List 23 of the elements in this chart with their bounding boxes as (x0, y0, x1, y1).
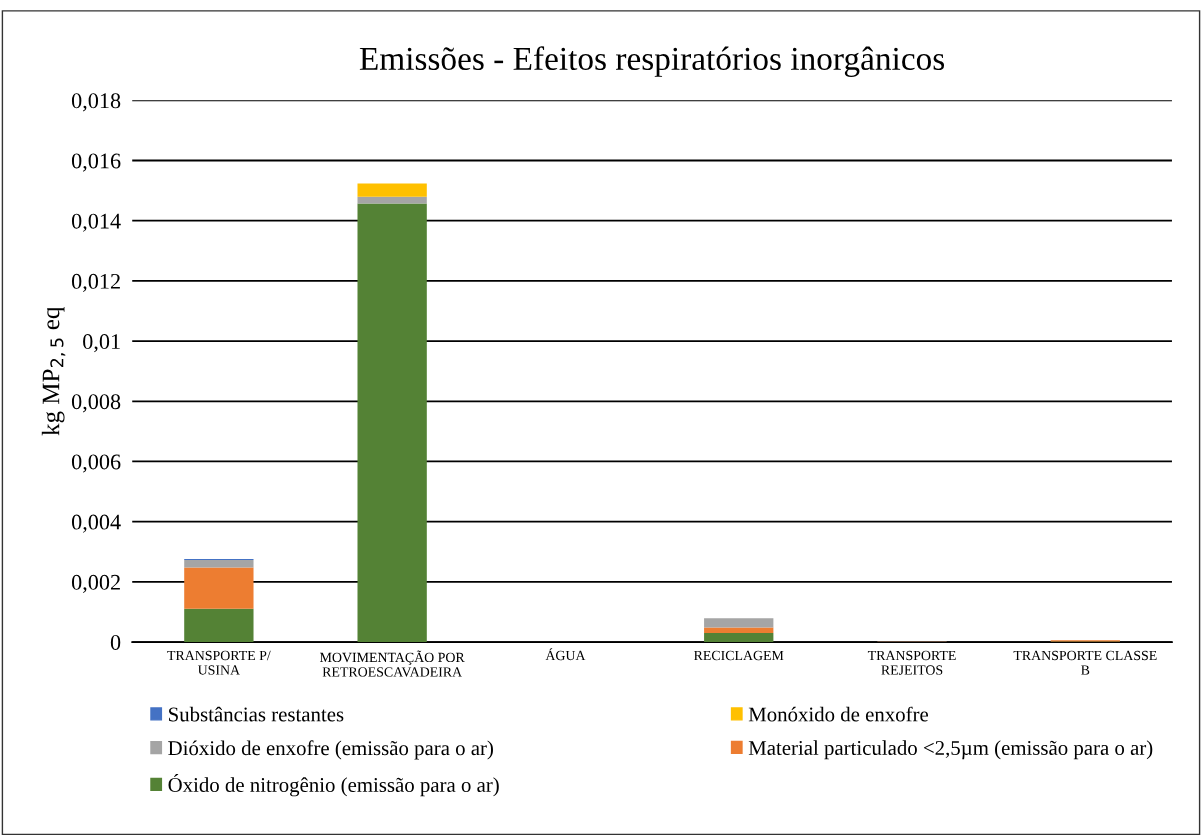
y-tick-label: 0,014 (71, 213, 121, 232)
x-tick-label: TRANSPORTE REJEITOS (867, 650, 956, 675)
y-tick-label: 0,018 (71, 93, 121, 112)
y-tick-label: 0,004 (71, 514, 121, 533)
x-tick-label: MOVIMENTAÇÃO POR RETROESCAVADEIRA (319, 650, 465, 677)
y-tick-label: 0 (110, 634, 121, 650)
y-tick-label: 0,01 (83, 334, 120, 353)
legend-label: Material particulado <2,5µm (emissão para o ar) (748, 740, 1153, 760)
y-tick-label: 0,008 (71, 394, 121, 413)
x-tick-label: TRANSPORTE P/ USINA (167, 650, 271, 675)
y-tick-label: 0,016 (71, 153, 121, 172)
legend-label: Substâncias restantes (169, 706, 344, 722)
legend-label: Dióxido de enxofre (emissão para o ar) (168, 740, 493, 760)
x-tick-label: RECICLAGEM (693, 650, 784, 661)
y-tick-label: 0,012 (71, 273, 120, 293)
x-tick-label: ÁGUA (545, 648, 586, 661)
x-tick-label: TRANSPORTE CLASSE B (1013, 650, 1157, 675)
chart-title: Emissões - Efeitos respiratórios inorgânicos (359, 46, 945, 77)
y-tick-label: 0,006 (71, 454, 121, 473)
y-tick-label: 0,002 (71, 574, 120, 593)
legend-label: Óxido de nitrogênio (emissão para o ar) (168, 774, 499, 797)
legend-label: Monóxido de enxofre (748, 706, 929, 722)
y-axis-title: kg MP$_{2,5}$ eq (41, 307, 66, 436)
